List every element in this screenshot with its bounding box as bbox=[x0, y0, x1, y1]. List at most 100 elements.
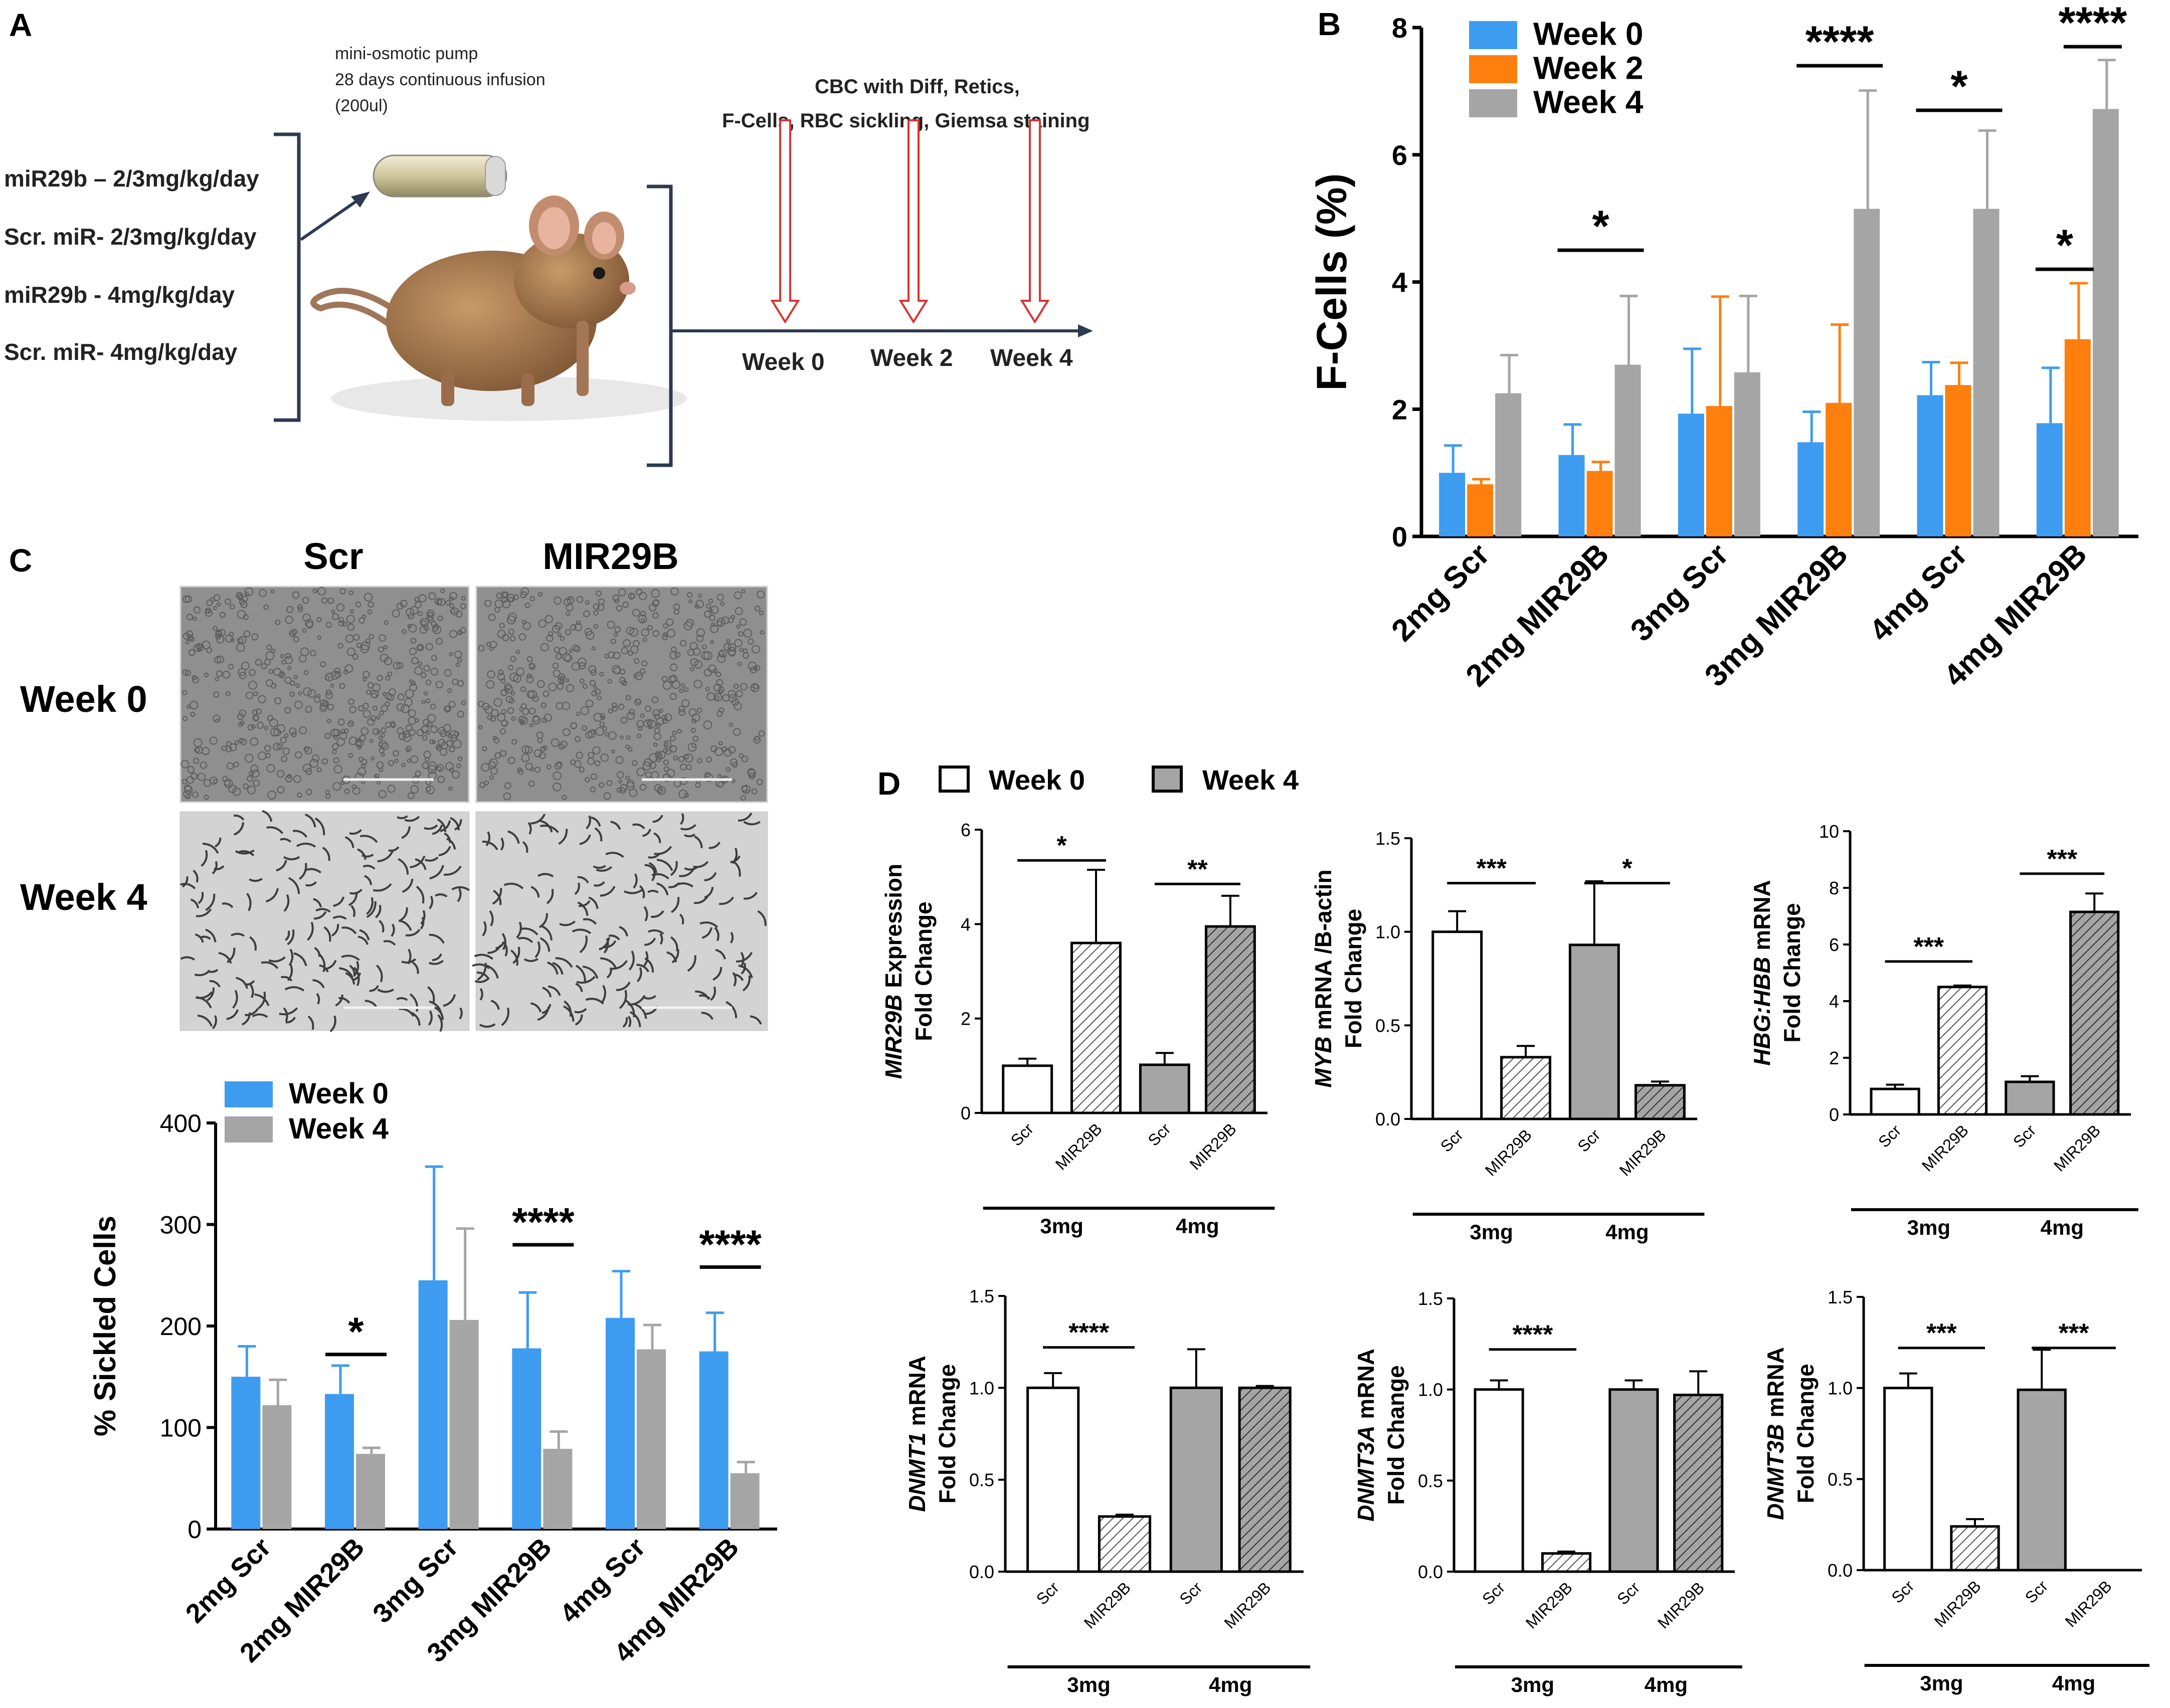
micrograph-grid bbox=[179, 586, 768, 1033]
sickled-y-tick-label: 300 bbox=[160, 1211, 202, 1239]
sickled-bar-week-0 bbox=[512, 1348, 541, 1529]
fcells-category-label: 2mg Scr bbox=[1385, 537, 1496, 648]
fcells-y-tick-label: 2 bbox=[1392, 394, 1407, 425]
fcells-bar-week-2 bbox=[1945, 385, 1971, 536]
fcells-y-tick-label: 4 bbox=[1392, 267, 1407, 298]
hbg-y-tick-label: 6 bbox=[1829, 934, 1839, 955]
sickled-bar-week-0 bbox=[231, 1377, 261, 1529]
dnmt3b-bar bbox=[1883, 1387, 1933, 1572]
d-legend-swatch-week-0 bbox=[939, 766, 970, 793]
d-legend-label-week-0: Week 0 bbox=[989, 764, 1085, 796]
hbg-bar bbox=[1870, 1087, 1920, 1116]
dnmt3a-y-tick-label: 1.0 bbox=[1418, 1380, 1443, 1400]
fcells-category-label: 4mg Scr bbox=[1863, 537, 1974, 648]
group-label-1: miR29b – 2/3mg/kg/day bbox=[4, 165, 259, 192]
sickled-category-label: 2mg Scr bbox=[180, 1532, 277, 1629]
dnmt3a-y-label-gene: DNMT3A bbox=[1353, 1425, 1379, 1522]
mir29b-bar-label: MIR29B bbox=[1052, 1119, 1106, 1173]
dnmt1-y-label-gene: DNMT1 bbox=[904, 1432, 930, 1511]
dnmt3b-bar-label: Scr bbox=[2022, 1577, 2052, 1607]
mir29b-bar bbox=[1002, 1064, 1053, 1114]
micrograph-mir29b-week-0-cells bbox=[478, 587, 765, 801]
timeline-bracket bbox=[647, 184, 673, 467]
dnmt3b-bar-label: Scr bbox=[1888, 1577, 1918, 1607]
fcells-bar-week-4 bbox=[1973, 209, 2000, 536]
dnmt1-y-label-2: Fold Change bbox=[934, 1364, 960, 1504]
myb-bar bbox=[1431, 930, 1483, 1120]
sickled-bar-week-0 bbox=[606, 1317, 635, 1529]
fcells-significance-label: * bbox=[1950, 61, 1968, 111]
dnmt1-bar bbox=[1026, 1386, 1080, 1573]
sickled-bar-week-0 bbox=[418, 1280, 448, 1529]
dnmt3b-y-tick-label: 1.5 bbox=[1828, 1287, 1853, 1307]
mir29b-y-label: MIR29B Expression bbox=[880, 864, 907, 1079]
micrograph-scr-week-4-background bbox=[179, 811, 470, 1031]
hbg-y-tick-label: 10 bbox=[1819, 821, 1839, 842]
micrograph-row-label-week-0: Week 0 bbox=[20, 678, 147, 720]
sickled-y-tick-label: 100 bbox=[160, 1414, 202, 1442]
dnmt3b-y-label-gene: DNMT3B bbox=[1762, 1424, 1788, 1520]
dnmt3b-bar bbox=[1950, 1525, 2000, 1572]
mir29b-y-label-gene: MIR29B bbox=[880, 995, 907, 1079]
dnmt1-y-tick-label: 1.0 bbox=[969, 1378, 994, 1398]
panel-label-d: D bbox=[877, 766, 900, 802]
dnmt3a-significance-label: **** bbox=[1512, 1320, 1553, 1350]
mir29b-y-tick-label: 4 bbox=[961, 914, 971, 934]
panel-label-a: A bbox=[9, 7, 32, 43]
mir29b-bar bbox=[1139, 1063, 1190, 1114]
mir29b-significance-label: ** bbox=[1187, 855, 1208, 884]
mir29b-group-label: 4mg bbox=[1176, 1214, 1219, 1238]
dnmt1-bar-label: MIR29B bbox=[1220, 1578, 1274, 1632]
fcells-bar-week-2 bbox=[1706, 406, 1732, 536]
dnmt3b-bar-label: MIR29B bbox=[2062, 1577, 2115, 1630]
dnmt3b-significance-label: *** bbox=[2059, 1319, 2089, 1348]
timepoint-arrow-week-2 bbox=[898, 119, 929, 324]
mouse-illustration-icon bbox=[310, 196, 687, 421]
myb-y-tick-label: 0.0 bbox=[1375, 1109, 1400, 1129]
timepoint-arrow-week-4 bbox=[1020, 119, 1050, 324]
fcells-y-tick-label: 6 bbox=[1392, 139, 1407, 171]
group-bracket-left bbox=[274, 132, 301, 422]
mir29b-y-label-rest: Expression bbox=[880, 864, 907, 995]
micrograph-mir29b-week-4-background bbox=[475, 811, 768, 1031]
fcells-significance-label: **** bbox=[2058, 0, 2127, 47]
dnmt3a-group-label: 3mg bbox=[1511, 1673, 1554, 1696]
fcells-bar-week-4 bbox=[1495, 393, 1522, 536]
hbg-y-label-2: Fold Change bbox=[1779, 903, 1805, 1043]
sickled-bar-week-4 bbox=[730, 1473, 760, 1529]
mir29b-y-tick-label: 2 bbox=[961, 1009, 971, 1029]
sickled-significance-label: * bbox=[348, 1309, 364, 1354]
micrograph-scr-week-4-cells bbox=[180, 810, 470, 1033]
dnmt1-bar-label: Scr bbox=[1176, 1578, 1206, 1608]
mir29b-significance-label: * bbox=[1056, 831, 1067, 860]
group-label-3: miR29b - 4mg/kg/day bbox=[4, 282, 235, 308]
hbg-bar-label: MIR29B bbox=[2050, 1121, 2104, 1175]
sickled-y-tick-label: 400 bbox=[160, 1109, 202, 1137]
sickled-category-label: 3mg Scr bbox=[367, 1532, 464, 1629]
myb-y-tick-label: 0.5 bbox=[1375, 1015, 1400, 1036]
myb-group-label: 4mg bbox=[1605, 1220, 1649, 1244]
dnmt1-bar-label: Scr bbox=[1033, 1578, 1063, 1608]
fcells-bar-week-0 bbox=[1558, 455, 1585, 536]
timepoint-arrow-week-0 bbox=[770, 119, 800, 324]
dnmt1-bar-label: MIR29B bbox=[1080, 1578, 1134, 1632]
dnmt1-y-label: DNMT1 mRNA bbox=[904, 1356, 930, 1512]
fcells-y-label: F-Cells (%) bbox=[1308, 173, 1355, 391]
sickled-bar-week-4 bbox=[262, 1405, 292, 1529]
pump-text-line-2: 28 days continuous infusion bbox=[335, 70, 546, 89]
sickled-legend-swatch bbox=[225, 1116, 273, 1143]
mir29b-y-tick-label: 0 bbox=[961, 1103, 971, 1123]
mir29b-bar-label: Scr bbox=[1144, 1119, 1174, 1150]
fcells-bar-week-2 bbox=[1467, 484, 1494, 536]
sickled-bar-week-0 bbox=[325, 1394, 354, 1529]
dnmt3a-bar-label: MIR29B bbox=[1522, 1578, 1576, 1632]
fcells-significance-label: * bbox=[1592, 201, 1609, 251]
dnmt1-bar bbox=[1098, 1515, 1152, 1573]
myb-bar bbox=[1634, 1084, 1686, 1120]
fcells-bar-week-4 bbox=[1734, 372, 1760, 536]
fcells-legend-swatch bbox=[1469, 21, 1517, 49]
fcells-category-label: 3mg Scr bbox=[1624, 537, 1735, 648]
dnmt3a-group-label: 4mg bbox=[1645, 1673, 1688, 1696]
